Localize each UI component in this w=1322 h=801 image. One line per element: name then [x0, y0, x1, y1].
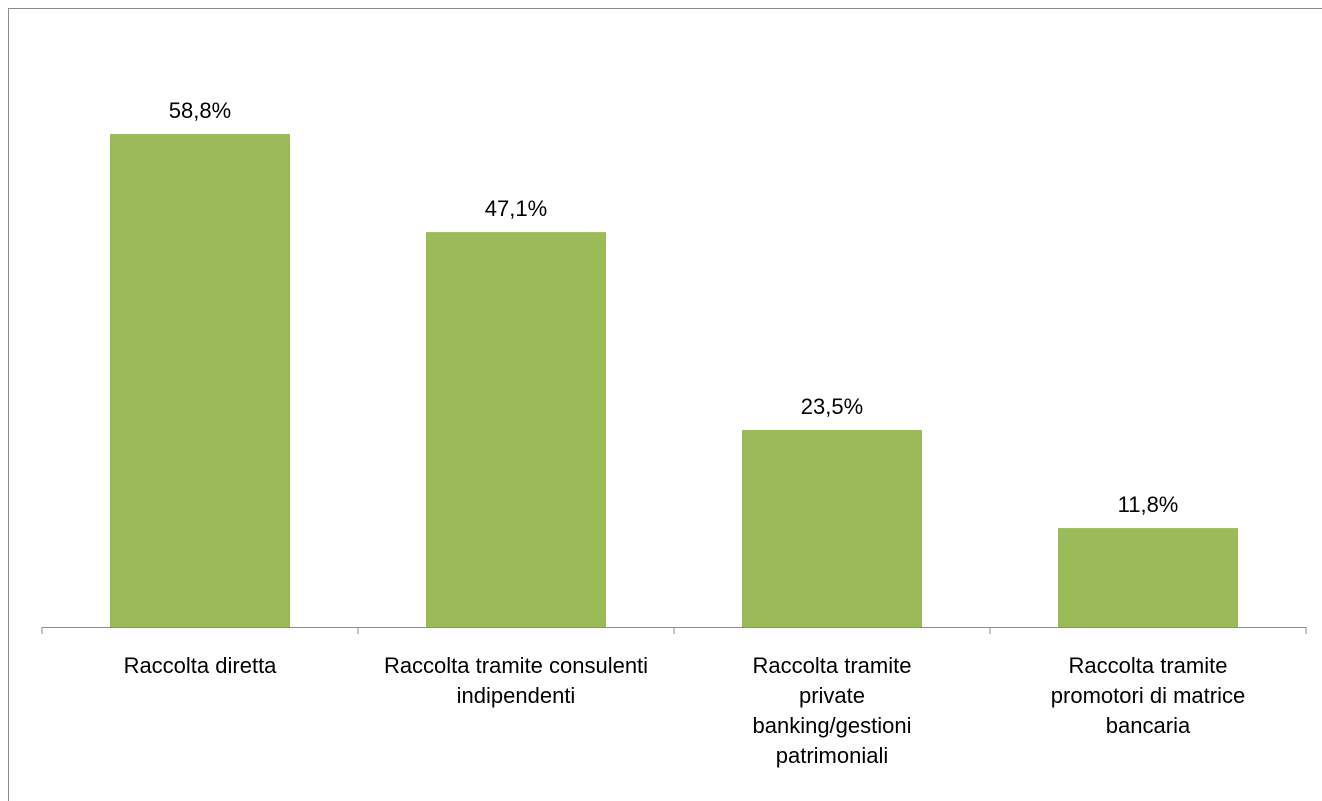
- x-tick-label: Raccolta tramite consulenti indipendenti: [383, 653, 649, 708]
- value-label: 58,8%: [169, 98, 231, 123]
- value-label: 23,5%: [801, 394, 863, 419]
- x-tick-label: Raccolta tramite private banking/gestion…: [752, 653, 912, 768]
- bar: [1058, 528, 1238, 627]
- bar: [742, 429, 922, 627]
- bar: [110, 134, 290, 627]
- chart-frame: [8, 8, 1322, 801]
- value-label: 11,8%: [1118, 492, 1179, 517]
- x-tick-label: Raccolta diretta: [123, 653, 277, 678]
- value-label: 47,1%: [485, 196, 547, 221]
- bar: [426, 232, 606, 628]
- x-tick-label: Raccolta tramite promotori di matrice ba…: [1050, 653, 1246, 738]
